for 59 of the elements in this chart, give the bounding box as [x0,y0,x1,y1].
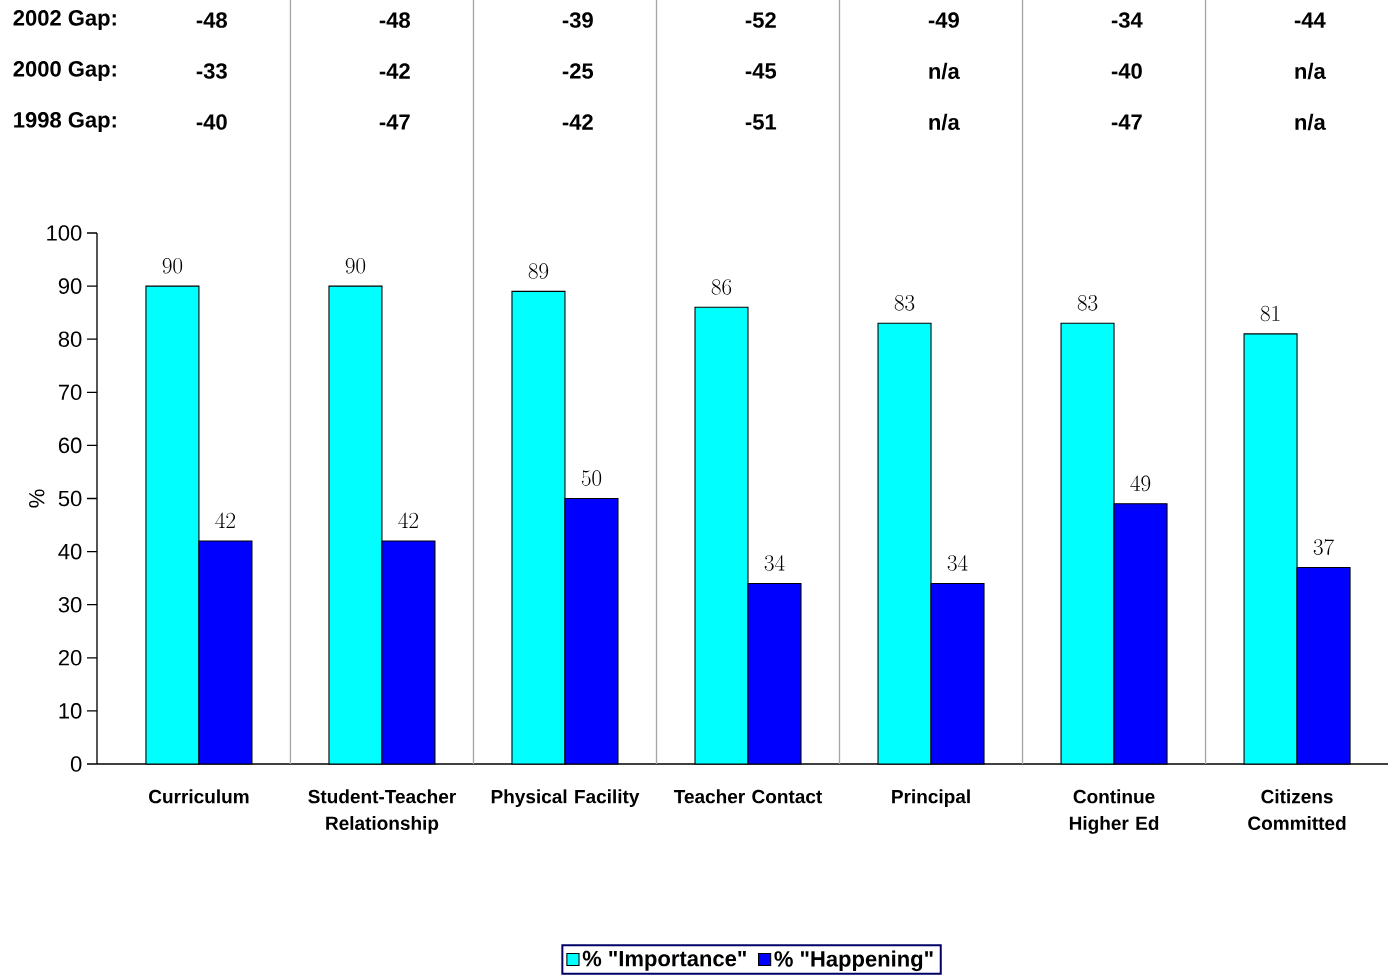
legend-label: % "Happening" [774,950,933,972]
text: -44 [1294,12,1326,28]
data-label: 83 [894,295,915,311]
text: -40 [1111,63,1142,79]
text: -47 [379,114,410,130]
text: n/a [929,113,960,131]
data-label: 90 [162,257,183,274]
y-tick-label: 20 [58,650,82,666]
text: -49 [928,12,959,28]
y-tick-label: 90 [58,278,82,294]
data-label: 42 [215,512,236,528]
data-label: 50 [581,470,602,486]
text: n/a [1295,62,1326,80]
text: -25 [562,63,594,79]
x-tick-label: Student-Teacher Relationship [308,789,456,834]
y-tick-label: 70 [58,384,82,401]
x-tick-label: Continue Higher Ed [1069,789,1159,834]
data-label: 34 [947,555,968,571]
text: -34 [1111,12,1143,28]
x-tick-label: Principal [892,789,970,808]
y-tick-label: 0 [70,756,82,772]
y-tick-label: 100 [47,225,82,241]
data-label: 49 [1130,475,1151,492]
text: -48 [196,12,227,28]
data-label: 86 [711,279,732,295]
y-tick-label: 40 [58,543,82,560]
text: -40 [196,114,227,130]
text: -45 [745,63,777,79]
text: -47 [1111,114,1142,130]
x-tick-label: Citizens Committed [1248,789,1346,830]
text: 2000 Gap: [13,61,116,81]
data-label: 42 [398,512,419,528]
x-tick-label: Curriculum [149,789,249,804]
text: -51 [745,114,777,130]
text: -33 [196,63,227,79]
data-label: 90 [345,257,366,274]
y-tick-label: 60 [58,437,82,454]
data-label: 89 [528,263,549,279]
x-tick-label: Physical Facility [491,789,640,808]
text: -42 [379,63,410,79]
text: -52 [745,12,776,28]
x-tick-label: Teacher Contact [673,789,823,804]
text: -48 [379,12,410,28]
data-label: 83 [1077,295,1098,311]
y-tick-label: 50 [58,490,82,507]
data-label: 34 [764,555,785,571]
text: n/a [1295,113,1326,131]
text: -42 [562,114,593,130]
text: n/a [929,62,960,80]
y-axis-title: % [29,489,45,508]
text: -39 [562,12,593,28]
data-label: 37 [1313,538,1334,555]
text: 1998 Gap: [14,112,116,132]
y-tick-label: 10 [59,703,82,719]
legend-label: % "Importance" [582,950,746,971]
text: 2002 Gap: [13,10,116,31]
data-label: 81 [1260,305,1280,322]
y-tick-label: 30 [58,596,82,613]
y-tick-label: 80 [58,331,82,347]
